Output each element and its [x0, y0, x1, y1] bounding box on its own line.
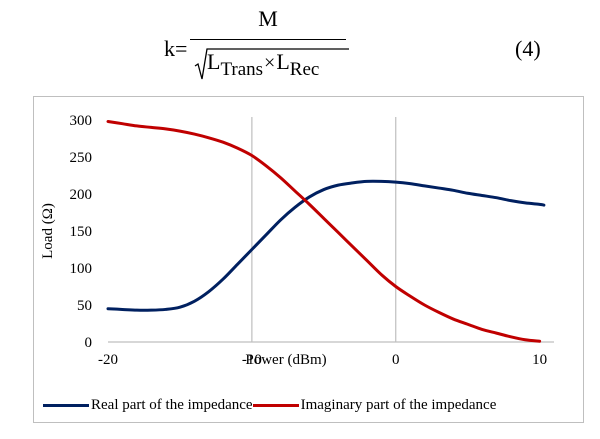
legend-swatch-imaginary [252, 403, 299, 407]
series-line-imaginary [106, 119, 542, 343]
x-axis-label: Power (dBm) [245, 352, 326, 368]
chart-legend: Real part of the impedance Imaginary par… [43, 395, 496, 415]
legend-swatch-real [43, 403, 89, 407]
legend-label-real: Real part of the impedance [91, 396, 253, 413]
x-tick-label: -10 [242, 352, 262, 368]
denominator-term2-sub: Rec [289, 59, 320, 80]
y-tick-label: 150 [70, 224, 93, 240]
denominator-term1: L [207, 49, 221, 74]
equation: k= M LTrans×LRec (4) [0, 0, 600, 90]
y-tick-label: 200 [70, 187, 93, 203]
series-line-real [106, 179, 546, 312]
fraction-bar [190, 39, 346, 40]
equation-number: (4) [515, 36, 541, 61]
legend-label-imaginary: Imaginary part of the impedance [300, 396, 497, 413]
equation-lhs: k= [164, 36, 188, 61]
x-tick-label: 0 [392, 352, 400, 368]
x-axis-ticks: -20 -10 0 10 [98, 352, 547, 368]
y-axis-ticks: 0 50 100 150 200 250 300 [70, 113, 93, 351]
chart-frame: 0 50 100 150 200 250 300 -20 -10 0 10 Load (Ω) Po… [33, 96, 584, 423]
line-chart: 0 50 100 150 200 250 300 -20 -10 0 10 Load (Ω) Po… [40, 113, 554, 368]
x-tick-label: 10 [532, 352, 547, 368]
series-layer [106, 119, 546, 343]
y-axis-label: Load (Ω) [40, 203, 56, 259]
legend-item-real: Real part of the impedance [43, 397, 253, 414]
denominator-term1-sub: Trans [220, 59, 264, 80]
denominator-term2: L [276, 49, 290, 74]
times-operator: × [264, 52, 276, 74]
legend-item-imaginary: Imaginary part of the impedance [252, 396, 497, 414]
y-tick-label: 50 [77, 298, 92, 314]
equation-numerator: M [258, 6, 278, 31]
y-tick-label: 300 [70, 113, 93, 129]
square-root-icon [194, 48, 349, 80]
x-tick-label: -20 [98, 352, 118, 368]
y-tick-label: 250 [70, 150, 93, 166]
y-tick-label: 0 [85, 335, 93, 351]
y-tick-label: 100 [70, 261, 93, 277]
